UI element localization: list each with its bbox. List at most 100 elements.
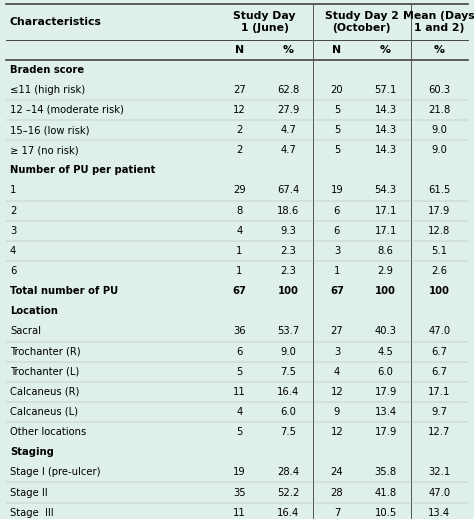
Text: 16.4: 16.4 — [277, 508, 299, 517]
Text: 5: 5 — [334, 105, 340, 115]
Text: Sacral: Sacral — [10, 326, 41, 336]
Text: 5.1: 5.1 — [431, 246, 447, 256]
Text: 1: 1 — [237, 246, 243, 256]
Text: 6: 6 — [334, 226, 340, 236]
Text: 5: 5 — [334, 145, 340, 155]
Text: 3: 3 — [334, 246, 340, 256]
Text: 54.3: 54.3 — [374, 185, 397, 196]
Text: 17.9: 17.9 — [374, 427, 397, 437]
Text: 67.4: 67.4 — [277, 185, 299, 196]
Text: 40.3: 40.3 — [374, 326, 397, 336]
Text: 17.1: 17.1 — [374, 226, 397, 236]
Text: %: % — [283, 45, 294, 55]
Text: 13.4: 13.4 — [374, 407, 397, 417]
Text: 7: 7 — [334, 508, 340, 517]
Text: 15–16 (low risk): 15–16 (low risk) — [10, 125, 90, 135]
Text: 12: 12 — [330, 427, 343, 437]
Text: 52.2: 52.2 — [277, 487, 300, 498]
Text: 6.7: 6.7 — [431, 347, 447, 357]
Text: Stage  III: Stage III — [10, 508, 54, 517]
Text: 21.8: 21.8 — [428, 105, 450, 115]
Text: Number of PU per patient: Number of PU per patient — [10, 166, 155, 175]
Text: 12: 12 — [330, 387, 343, 397]
Text: 5: 5 — [237, 427, 243, 437]
Text: 28.4: 28.4 — [277, 468, 299, 477]
Text: 9.0: 9.0 — [431, 145, 447, 155]
Text: 5: 5 — [334, 125, 340, 135]
Text: 2: 2 — [10, 206, 17, 215]
Text: 2.3: 2.3 — [280, 266, 296, 276]
Text: 1: 1 — [10, 185, 17, 196]
Text: 53.7: 53.7 — [277, 326, 299, 336]
Text: 100: 100 — [375, 286, 396, 296]
Text: Study Day
1 (June): Study Day 1 (June) — [233, 11, 296, 33]
Text: 16.4: 16.4 — [277, 387, 299, 397]
Text: 19: 19 — [233, 468, 246, 477]
Text: 2: 2 — [237, 125, 243, 135]
Text: 12 –14 (moderate risk): 12 –14 (moderate risk) — [10, 105, 124, 115]
Text: Total number of PU: Total number of PU — [10, 286, 118, 296]
Text: 1: 1 — [237, 266, 243, 276]
Text: %: % — [380, 45, 391, 55]
Text: ≤11 (high risk): ≤11 (high risk) — [10, 85, 85, 95]
Text: 27: 27 — [233, 85, 246, 95]
Text: 14.3: 14.3 — [374, 145, 397, 155]
Text: 8: 8 — [237, 206, 243, 215]
Text: Stage II: Stage II — [10, 487, 47, 498]
Text: 6: 6 — [10, 266, 17, 276]
Text: 7.5: 7.5 — [280, 427, 296, 437]
Text: 20: 20 — [330, 85, 343, 95]
Text: 17.1: 17.1 — [374, 206, 397, 215]
Text: 3: 3 — [10, 226, 16, 236]
Text: 17.9: 17.9 — [374, 387, 397, 397]
Text: 10.5: 10.5 — [374, 508, 397, 517]
Text: 14.3: 14.3 — [374, 105, 397, 115]
Text: 47.0: 47.0 — [428, 326, 450, 336]
Text: 9.7: 9.7 — [431, 407, 447, 417]
Text: Characteristics: Characteristics — [10, 17, 102, 27]
Text: 2: 2 — [237, 145, 243, 155]
Text: 12.8: 12.8 — [428, 226, 450, 236]
Text: 4: 4 — [334, 367, 340, 377]
Text: Location: Location — [10, 306, 58, 316]
Text: 17.9: 17.9 — [428, 206, 450, 215]
Text: 9: 9 — [334, 407, 340, 417]
Text: 61.5: 61.5 — [428, 185, 450, 196]
Text: 27.9: 27.9 — [277, 105, 300, 115]
Text: 67: 67 — [233, 286, 246, 296]
Text: 6: 6 — [334, 206, 340, 215]
Text: 11: 11 — [233, 387, 246, 397]
Text: 6.0: 6.0 — [378, 367, 393, 377]
Text: 41.8: 41.8 — [374, 487, 397, 498]
Text: 6.7: 6.7 — [431, 367, 447, 377]
Text: 4.7: 4.7 — [280, 145, 296, 155]
Text: 62.8: 62.8 — [277, 85, 299, 95]
Text: 27: 27 — [330, 326, 343, 336]
Text: 5: 5 — [237, 367, 243, 377]
Text: 6: 6 — [237, 347, 243, 357]
Text: 2.6: 2.6 — [431, 266, 447, 276]
Text: 47.0: 47.0 — [428, 487, 450, 498]
Text: 4: 4 — [10, 246, 16, 256]
Text: Staging: Staging — [10, 447, 54, 457]
Text: 35: 35 — [233, 487, 246, 498]
Text: 36: 36 — [233, 326, 246, 336]
Text: 60.3: 60.3 — [428, 85, 450, 95]
Text: 2.9: 2.9 — [378, 266, 393, 276]
Text: 9.0: 9.0 — [431, 125, 447, 135]
Text: 100: 100 — [429, 286, 450, 296]
Text: 9.0: 9.0 — [280, 347, 296, 357]
Text: 1: 1 — [334, 266, 340, 276]
Text: 7.5: 7.5 — [280, 367, 296, 377]
Text: 3: 3 — [334, 347, 340, 357]
Text: 4: 4 — [237, 407, 243, 417]
Text: Other locations: Other locations — [10, 427, 86, 437]
Text: Braden score: Braden score — [10, 65, 84, 75]
Text: 19: 19 — [330, 185, 343, 196]
Text: N: N — [332, 45, 341, 55]
Text: 35.8: 35.8 — [374, 468, 397, 477]
Text: 4: 4 — [237, 226, 243, 236]
Text: 14.3: 14.3 — [374, 125, 397, 135]
Text: 8.6: 8.6 — [378, 246, 393, 256]
Text: 2.3: 2.3 — [280, 246, 296, 256]
